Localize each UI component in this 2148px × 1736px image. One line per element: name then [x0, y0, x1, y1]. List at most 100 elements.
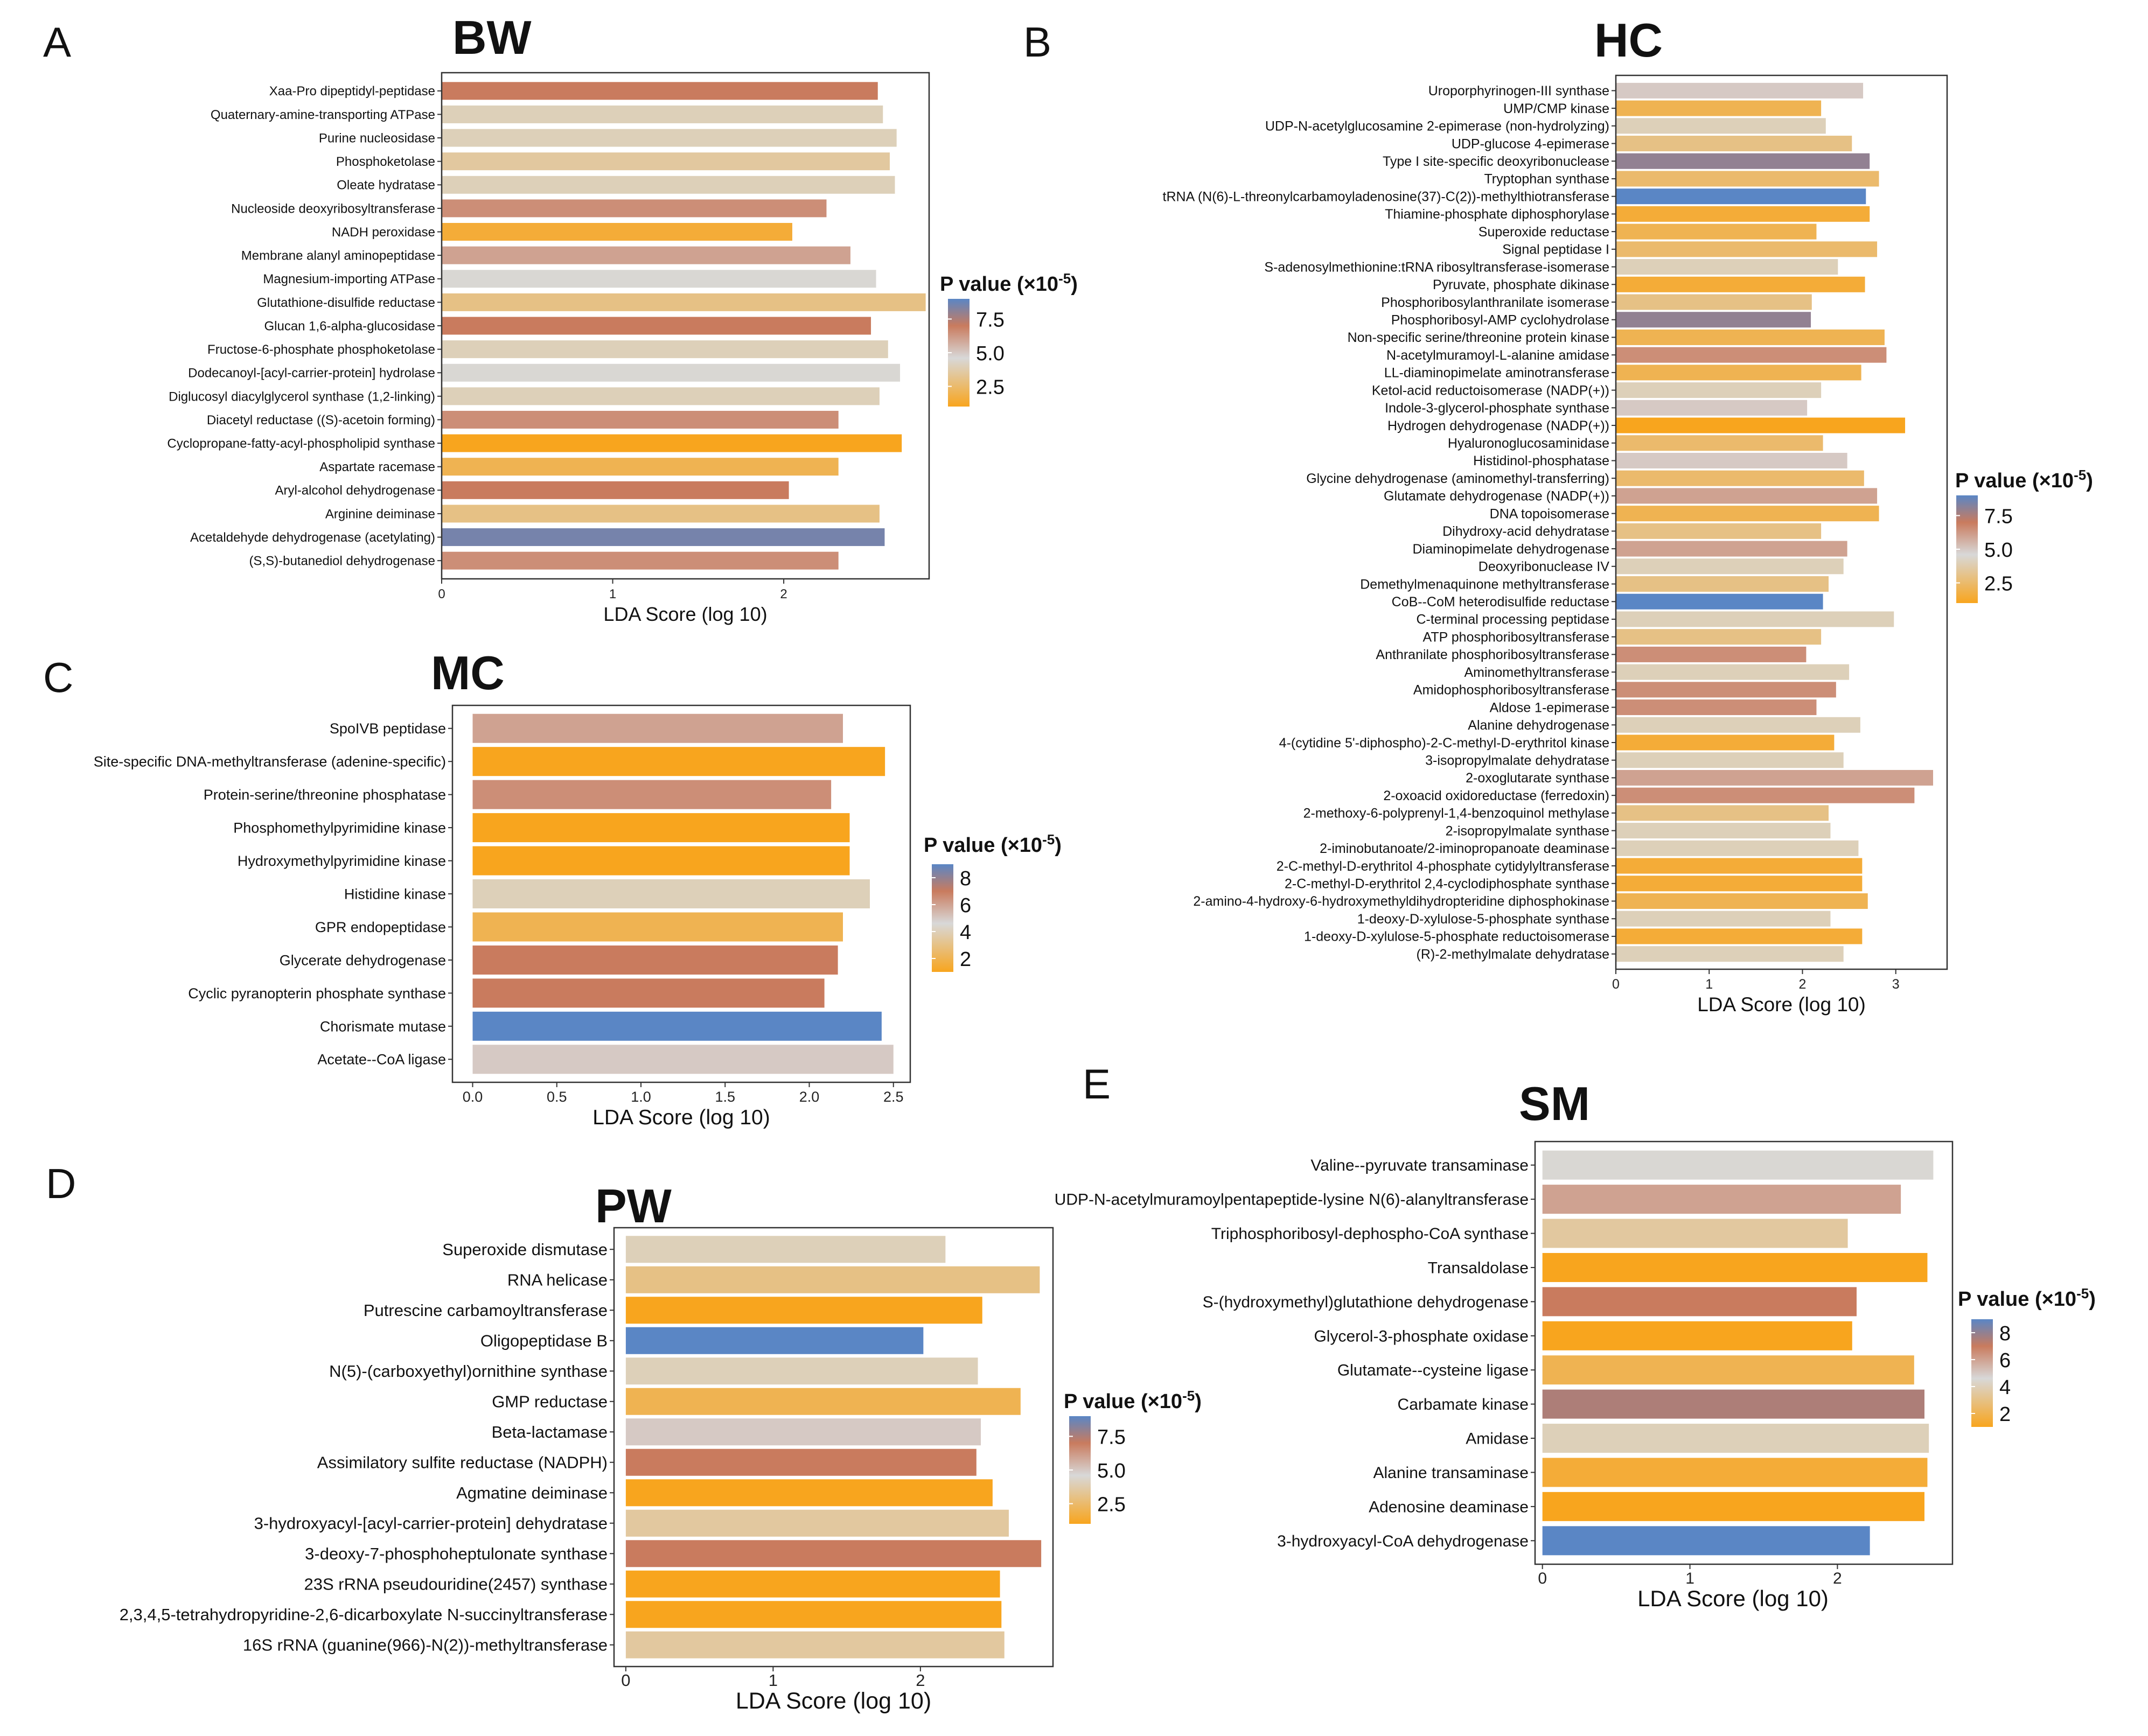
- bar: [625, 1357, 978, 1385]
- bar: [625, 1631, 1005, 1658]
- x-tick-label: 2.0: [799, 1089, 820, 1105]
- category-label: RNA helicase: [507, 1271, 608, 1290]
- category-label: SpoIVB peptidase: [330, 720, 446, 737]
- bar: [1616, 188, 1866, 205]
- bar: [1616, 752, 1844, 768]
- category-label: 2-iminobutanoate/2-iminopropanoate deami…: [1320, 841, 1609, 856]
- x-tick-label: 1.0: [631, 1089, 651, 1105]
- category-label: CoB--CoM heterodisulfide reductase: [1392, 594, 1609, 610]
- bar: [625, 1236, 946, 1263]
- category-label: Uroporphyrinogen-III synthase: [1428, 83, 1609, 99]
- category-label: Xaa-Pro dipeptidyl-peptidase: [269, 84, 435, 99]
- bar: [1616, 858, 1863, 874]
- category-label: Non-specific serine/threonine protein ki…: [1348, 330, 1609, 345]
- bar: [1616, 823, 1831, 839]
- bar: [1616, 118, 1826, 134]
- bar: [625, 1388, 1021, 1415]
- bar: [442, 105, 883, 123]
- bar: [1616, 576, 1829, 592]
- bar: [1616, 787, 1915, 803]
- legend-tick-label: 4: [1999, 1376, 2011, 1399]
- category-label: 23S rRNA pseudouridine(2457) synthase: [304, 1575, 608, 1594]
- x-axis-label: LDA Score (log 10): [1637, 1586, 1829, 1611]
- bar: [1616, 876, 1863, 892]
- category-label: 2-C-methyl-D-erythritol 4-phosphate cyti…: [1277, 859, 1609, 874]
- legend-tick-label: 2: [960, 948, 971, 971]
- bar: [1616, 452, 1847, 468]
- bar: [1616, 400, 1808, 416]
- legend-tick-label: 4: [960, 921, 971, 944]
- color-legend: P value (×10-5) 8 6 4 2: [924, 831, 1062, 972]
- bar: [1616, 717, 1860, 733]
- bar: [472, 945, 838, 975]
- category-label: GPR endopeptidase: [315, 919, 446, 935]
- chart-title: SM: [1519, 1077, 1590, 1130]
- bar: [1616, 593, 1823, 610]
- bar: [1616, 259, 1838, 275]
- category-label: Phosphoketolase: [336, 155, 435, 169]
- category-label: Histidine kinase: [344, 886, 446, 902]
- category-label: 4-(cytidine 5'-diphospho)-2-C-methyl-D-e…: [1279, 736, 1609, 751]
- bar: [1616, 82, 1864, 99]
- x-tick-label: 1: [1705, 977, 1713, 992]
- bar: [442, 129, 897, 147]
- category-label: Tryptophan synthase: [1484, 172, 1609, 187]
- chart-title: MC: [431, 646, 505, 699]
- x-tick-label: 0.5: [547, 1089, 567, 1105]
- category-label: Type I site-specific deoxyribonuclease: [1383, 154, 1609, 169]
- bar: [1616, 840, 1859, 856]
- category-label: Dihydroxy-acid dehydratase: [1442, 524, 1609, 539]
- panel-a: A BW Xaa-Pro dipeptidyl-peptidase Quaternar…: [43, 11, 1078, 625]
- bar: [1542, 1219, 1848, 1248]
- legend-gradient-bar: [932, 864, 953, 972]
- plot-frame: [1615, 74, 1948, 970]
- bar: [442, 458, 839, 476]
- bar: [1542, 1526, 1870, 1556]
- category-label: UDP-glucose 4-epimerase: [1452, 136, 1609, 151]
- bar: [442, 505, 880, 523]
- bar: [1616, 523, 1822, 539]
- bar: [625, 1570, 1000, 1598]
- category-label: Putrescine carbamoyltransferase: [364, 1301, 608, 1320]
- panel-d: D PW Superoxide dismutase RNA helicase Putre…: [46, 1160, 1202, 1714]
- category-label: 3-hydroxyacyl-[acyl-carrier-protein] deh…: [254, 1514, 608, 1533]
- category-label: S-adenosylmethionine:tRNA ribosyltransfe…: [1264, 260, 1609, 275]
- bar: [1542, 1355, 1914, 1385]
- category-label: Valine--pyruvate transaminase: [1310, 1157, 1529, 1174]
- x-tick-label: 0: [438, 587, 445, 601]
- legend-title: P value (×10-5): [1064, 1388, 1202, 1413]
- legend-gradient-bar: [1971, 1319, 1993, 1427]
- category-label: N(5)-(carboxyethyl)ornithine synthase: [329, 1362, 608, 1381]
- bar: [1616, 769, 1934, 786]
- bar: [472, 713, 843, 743]
- category-label: 3-deoxy-7-phosphoheptulonate synthase: [305, 1544, 608, 1563]
- plot-frame: [613, 1227, 1054, 1668]
- legend-tick-label: 8: [1999, 1322, 2011, 1345]
- bar: [1542, 1185, 1901, 1214]
- bar: [442, 340, 888, 359]
- x-axis-label: LDA Score (log 10): [1697, 993, 1866, 1016]
- bar: [442, 82, 878, 100]
- category-label: Deoxyribonuclease IV: [1479, 559, 1610, 575]
- bar: [1616, 928, 1863, 944]
- category-label: Thiamine-phosphate diphosphorylase: [1385, 207, 1609, 222]
- category-label: Diglucosyl diacylglycerol synthase (1,2-…: [169, 389, 435, 404]
- category-label: Transaldolase: [1428, 1259, 1529, 1277]
- legend-title: P value (×10-5): [924, 831, 1062, 857]
- legend-tick-label: 2.5: [1097, 1494, 1126, 1516]
- legend-tick-label: 2: [1999, 1403, 2011, 1426]
- bar: [442, 434, 902, 452]
- category-label: Chorismate mutase: [320, 1018, 446, 1034]
- category-label: DNA topoisomerase: [1490, 506, 1609, 521]
- bar: [1616, 734, 1835, 751]
- bar: [1616, 276, 1865, 292]
- bar: [1542, 1252, 1928, 1282]
- bar: [442, 363, 901, 382]
- bar: [1616, 329, 1885, 345]
- legend-tick-label: 6: [1999, 1349, 2011, 1372]
- bar: [1616, 382, 1822, 398]
- category-label: Alanine transaminase: [1373, 1464, 1529, 1482]
- bar: [442, 246, 850, 264]
- bar: [1616, 100, 1822, 116]
- bar: [442, 199, 827, 218]
